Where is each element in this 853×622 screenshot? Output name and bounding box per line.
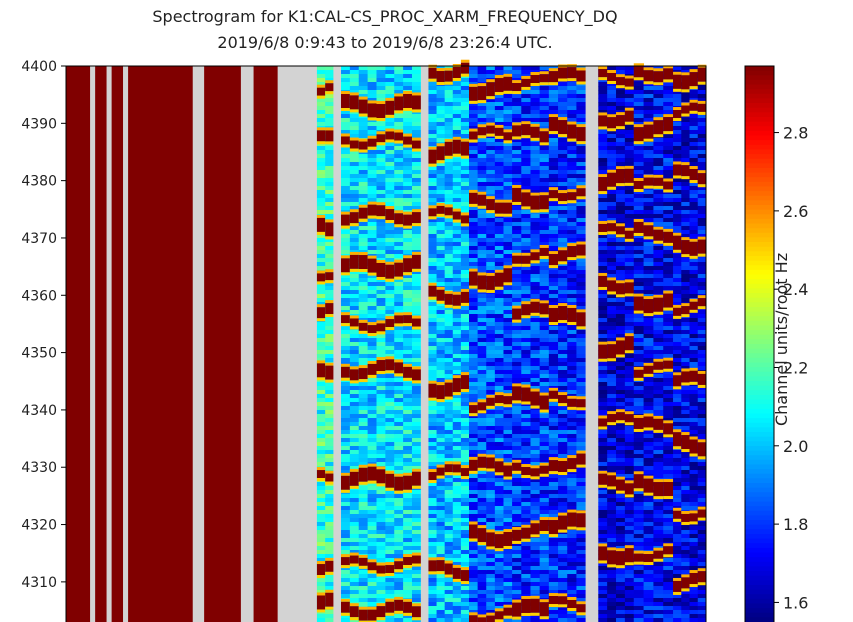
y-tick-label-4380: 4380 (21, 174, 57, 190)
colorbar-tick-label-1.6: 1.6 (783, 593, 808, 612)
y-tick-label-4360: 4360 (21, 288, 57, 304)
spectrogram-column-13-gap (333, 66, 342, 622)
spectrogram-column-10-saturated (253, 66, 279, 622)
spectrogram-column-9-gap (240, 66, 254, 622)
y-axis: 4310 4320 4330 4340 4350 4360 4370 4380 4390 4400 (21, 59, 66, 591)
y-tick-label-4330: 4330 (21, 460, 57, 476)
spectrogram-column-1-gap (90, 66, 96, 622)
spectrogram-column-23-spectrum (673, 64, 707, 622)
spectrogram-column-21-spectrum (598, 66, 635, 622)
spectrogram-column-0-saturated (66, 66, 91, 622)
colorbar-tick-label-1.8: 1.8 (783, 515, 808, 534)
spectrogram-column-8-saturated (204, 66, 242, 622)
spectrogram-column-5-gap (123, 66, 129, 622)
spectrogram-column-12-spectrum (316, 66, 334, 622)
colorbar: 1.6 1.8 2.0 2.2 2.4 2.6 2.8 (744, 65, 808, 622)
y-tick-label-4340: 4340 (21, 403, 57, 419)
spectrogram-column-18-spectrum (512, 66, 550, 622)
y-tick-label-4370: 4370 (21, 231, 57, 247)
y-tick-label-4400: 4400 (21, 59, 57, 75)
spectrogram-column-20-gap (585, 66, 599, 622)
y-tick-label-4390: 4390 (21, 116, 57, 132)
colorbar-tick-label-2.4: 2.4 (783, 280, 808, 299)
colorbar-frame (744, 65, 775, 622)
heatmap-layer (66, 59, 707, 622)
spectrogram-column-17-spectrum (469, 66, 513, 622)
spectrogram-column-3-gap (106, 66, 113, 622)
chart-title: Spectrogram for K1:CAL-CS_PROC_XARM_FREQ… (152, 7, 618, 26)
colorbar-tick-label-2: 2.0 (783, 437, 808, 456)
spectrogram-column-7-gap (192, 66, 205, 622)
y-tick-label-4310: 4310 (21, 575, 57, 591)
spectrogram-column-11-gap (277, 66, 318, 622)
chart-subtitle: 2019/6/8 0:9:43 to 2019/6/8 23:26:4 UTC. (217, 33, 553, 52)
spectrogram-column-14-spectrum (341, 66, 422, 622)
colorbar-tick-label-2.2: 2.2 (783, 358, 808, 377)
spectrogram-column-22-spectrum (633, 63, 674, 622)
spectrogram-column-16-spectrum (428, 59, 470, 622)
spectrogram-column-15-gap (420, 66, 429, 622)
spectrogram-column-4-saturated (111, 66, 124, 622)
axes-frame (65, 65, 707, 622)
colorbar-tick-label-2.8: 2.8 (783, 124, 808, 143)
spectrogram-column-6-saturated (128, 66, 194, 622)
colorbar-tick-label-2.6: 2.6 (783, 202, 808, 221)
spectrogram-column-2-saturated (95, 66, 107, 622)
colorbar-label: Channel units/root Hz (772, 252, 791, 426)
spectrogram-column-19-spectrum (548, 64, 587, 622)
y-tick-label-4320: 4320 (21, 518, 57, 534)
y-tick-label-4350: 4350 (21, 346, 57, 362)
